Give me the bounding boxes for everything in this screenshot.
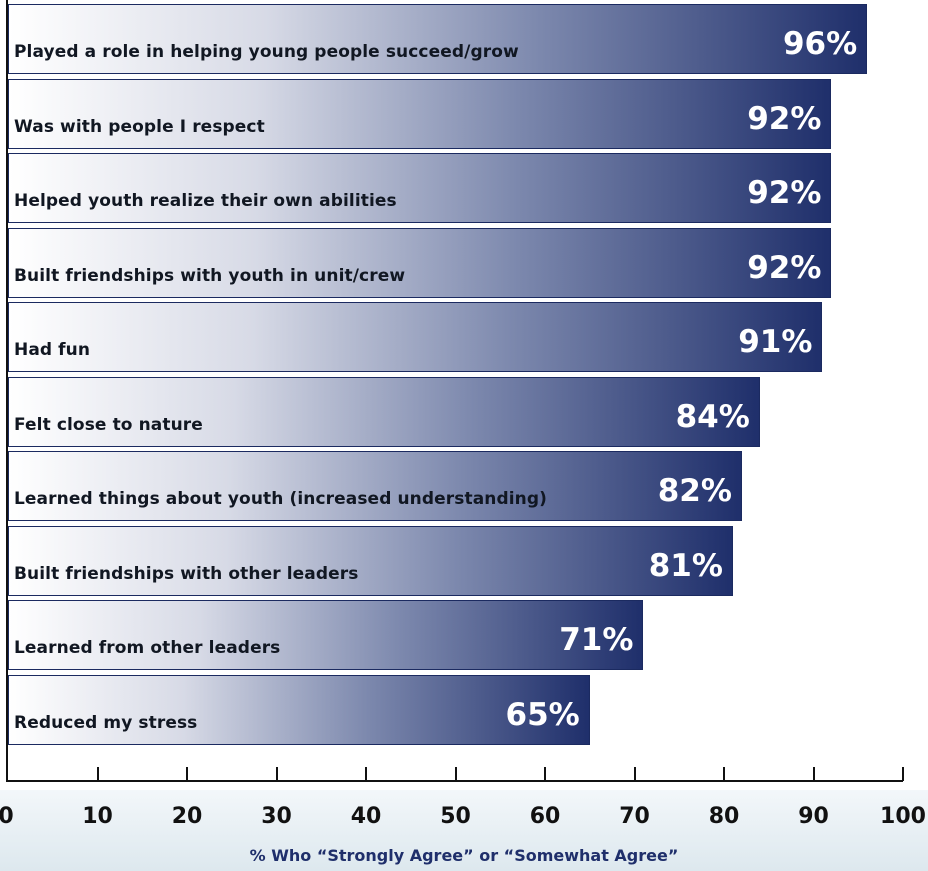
bottom-background	[0, 790, 928, 871]
x-tick-label: 40	[350, 804, 382, 829]
bar-category-label: Was with people I respect	[14, 116, 265, 137]
x-tick-mark	[454, 767, 457, 781]
bar-category-label: Learned from other leaders	[14, 638, 281, 658]
x-tick-label: 0	[0, 804, 14, 829]
bar	[8, 674, 590, 745]
bar-category-label: Built friendships with other leaders	[14, 563, 359, 584]
bar-category-label: Built friendships with youth in unit/cre…	[14, 265, 406, 286]
bar	[8, 78, 832, 149]
bar-value-label: 82%	[657, 473, 732, 509]
bar-value-label: 92%	[747, 175, 822, 211]
x-tick-mark	[365, 767, 367, 781]
bar	[8, 153, 832, 223]
x-tick-label: 80	[708, 804, 740, 829]
bar-category-label: Had fun	[14, 340, 91, 360]
bar	[8, 227, 832, 298]
bar-category-label: Played a role in helping young people su…	[14, 42, 519, 62]
bar-category-label: Helped youth realize their own abilities	[14, 191, 397, 211]
bar-category-label: Learned things about youth (increased un…	[14, 489, 548, 509]
bar-value-label: 81%	[648, 547, 723, 584]
bar	[8, 302, 823, 372]
x-tick-mark	[902, 767, 904, 781]
x-tick-mark	[96, 767, 99, 781]
x-tick-label: 20	[171, 804, 203, 829]
bar	[8, 451, 742, 521]
x-tick-label: 60	[529, 804, 561, 829]
bar-value-label: 91%	[738, 324, 813, 360]
x-tick-mark	[186, 767, 188, 781]
bar	[8, 376, 760, 447]
bar-value-label: 96%	[782, 26, 858, 62]
bar-value-label: 92%	[747, 100, 822, 137]
bar	[8, 4, 868, 74]
y-axis-line	[6, 0, 8, 782]
x-tick-label: 10	[82, 804, 113, 829]
x-tick-mark	[812, 767, 815, 781]
x-tick-mark	[633, 767, 636, 781]
x-tick-mark	[544, 767, 546, 781]
x-tick-label: 30	[261, 804, 292, 829]
bar	[8, 600, 644, 670]
x-axis-title: % Who “Strongly Agree” or “Somewhat Agre…	[249, 846, 679, 865]
x-tick-label: 90	[798, 804, 829, 829]
x-tick-mark	[275, 767, 278, 781]
bar-value-label: 71%	[559, 622, 634, 658]
x-tick-label: 50	[440, 804, 471, 829]
x-tick-mark	[723, 767, 725, 781]
bar	[8, 525, 733, 596]
x-tick-label: 100	[880, 804, 926, 829]
bar-value-label: 92%	[747, 249, 822, 286]
bar-category-label: Reduced my stress	[14, 712, 198, 733]
bar-category-label: Felt close to nature	[14, 414, 203, 435]
x-axis-line	[6, 780, 903, 782]
x-tick-label: 70	[619, 804, 650, 829]
bar-value-label: 84%	[675, 398, 750, 435]
bar-value-label: 65%	[505, 696, 580, 733]
